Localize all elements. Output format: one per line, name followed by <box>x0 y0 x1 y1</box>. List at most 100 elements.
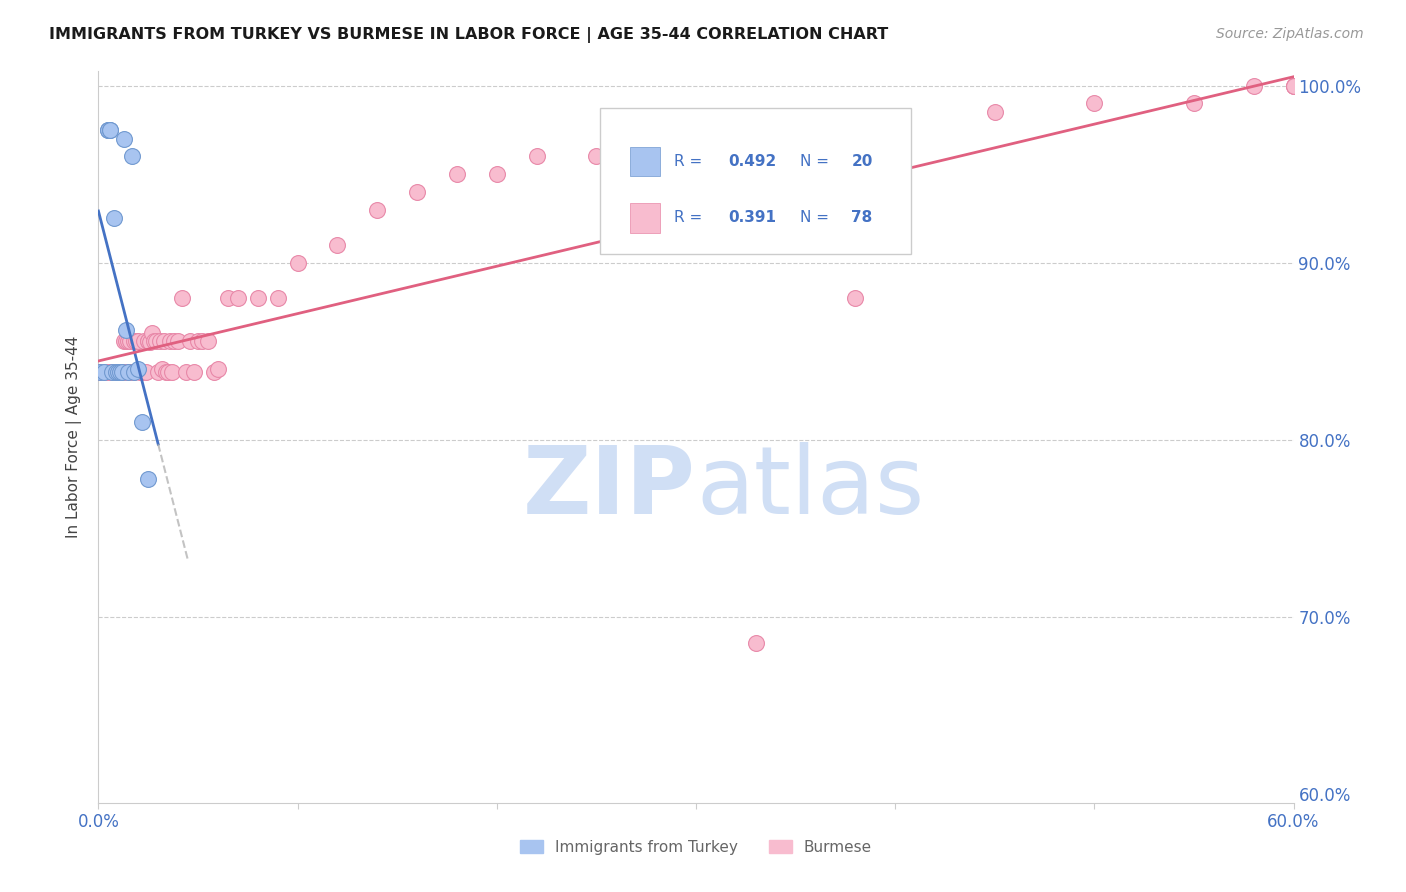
Point <box>111 366 134 380</box>
Point <box>105 366 128 380</box>
Point <box>101 366 124 380</box>
Point <box>526 149 548 163</box>
Point <box>110 366 132 380</box>
Point <box>125 334 148 348</box>
Point <box>1243 78 1265 93</box>
FancyBboxPatch shape <box>630 203 661 233</box>
Point <box>745 636 768 650</box>
Point <box>135 366 157 380</box>
Point <box>153 334 176 348</box>
Point <box>127 362 149 376</box>
Point <box>366 202 388 217</box>
Point <box>163 334 186 348</box>
Point <box>98 123 122 137</box>
Point <box>197 334 219 348</box>
Point <box>1282 78 1305 93</box>
Point <box>124 366 146 380</box>
Point <box>326 238 349 252</box>
Point <box>110 366 132 380</box>
Point <box>149 334 172 348</box>
Text: N =: N = <box>800 211 830 226</box>
Text: 0.492: 0.492 <box>728 153 776 169</box>
Point <box>97 123 120 137</box>
Point <box>93 366 115 380</box>
Point <box>217 291 239 305</box>
Legend: Immigrants from Turkey, Burmese: Immigrants from Turkey, Burmese <box>515 834 877 861</box>
Point <box>160 366 183 380</box>
Point <box>117 366 139 380</box>
Point <box>105 366 128 380</box>
Point <box>98 366 122 380</box>
Point <box>585 149 607 163</box>
Point <box>174 366 197 380</box>
Point <box>226 291 249 305</box>
Point <box>112 334 135 348</box>
FancyBboxPatch shape <box>630 146 661 176</box>
FancyBboxPatch shape <box>600 108 911 254</box>
Text: R =: R = <box>675 153 703 169</box>
Point <box>1083 96 1105 111</box>
Point <box>145 334 167 348</box>
Point <box>124 334 146 348</box>
Point <box>685 131 707 145</box>
Point <box>287 255 309 269</box>
Y-axis label: In Labor Force | Age 35-44: In Labor Force | Age 35-44 <box>66 336 83 538</box>
Point <box>127 334 149 348</box>
Text: 0.391: 0.391 <box>728 211 776 226</box>
Point <box>141 326 163 341</box>
Point <box>121 366 143 380</box>
Text: R =: R = <box>675 211 703 226</box>
Point <box>129 366 152 380</box>
Point <box>115 366 138 380</box>
Point <box>1182 96 1205 111</box>
Point <box>183 366 205 380</box>
Point <box>139 335 162 350</box>
Point <box>485 167 508 181</box>
Point <box>107 366 129 380</box>
Point <box>117 366 139 380</box>
Point <box>131 415 153 429</box>
Point <box>406 185 429 199</box>
Point <box>115 323 138 337</box>
Point <box>93 366 115 380</box>
Point <box>155 366 177 380</box>
Point <box>150 362 173 376</box>
Text: N =: N = <box>800 153 830 169</box>
Point <box>172 291 194 305</box>
Text: ZIP: ZIP <box>523 442 696 534</box>
Point <box>97 123 120 137</box>
Point <box>121 149 143 163</box>
Point <box>157 366 180 380</box>
Point <box>191 334 214 348</box>
Point <box>112 131 135 145</box>
Point <box>107 366 129 380</box>
Point <box>202 366 225 380</box>
Point <box>103 366 125 380</box>
Point <box>111 366 134 380</box>
Text: 78: 78 <box>852 211 873 226</box>
Point <box>97 366 120 380</box>
Point <box>107 366 129 380</box>
Point <box>136 334 159 348</box>
Point <box>112 366 135 380</box>
Point <box>446 167 468 181</box>
Point <box>187 334 209 348</box>
Text: 20: 20 <box>852 153 873 169</box>
Point <box>131 366 153 380</box>
Point <box>98 123 122 137</box>
Text: IMMIGRANTS FROM TURKEY VS BURMESE IN LABOR FORCE | AGE 35-44 CORRELATION CHART: IMMIGRANTS FROM TURKEY VS BURMESE IN LAB… <box>49 27 889 43</box>
Point <box>1282 78 1305 93</box>
Point <box>1282 78 1305 93</box>
Point <box>167 334 190 348</box>
Point <box>89 366 111 380</box>
Point <box>136 472 159 486</box>
Point <box>785 131 807 145</box>
Point <box>844 291 866 305</box>
Point <box>984 105 1007 120</box>
Point <box>96 366 118 380</box>
Point <box>159 334 181 348</box>
Point <box>117 334 139 348</box>
Point <box>124 366 146 380</box>
Point <box>120 334 142 348</box>
Point <box>267 291 290 305</box>
